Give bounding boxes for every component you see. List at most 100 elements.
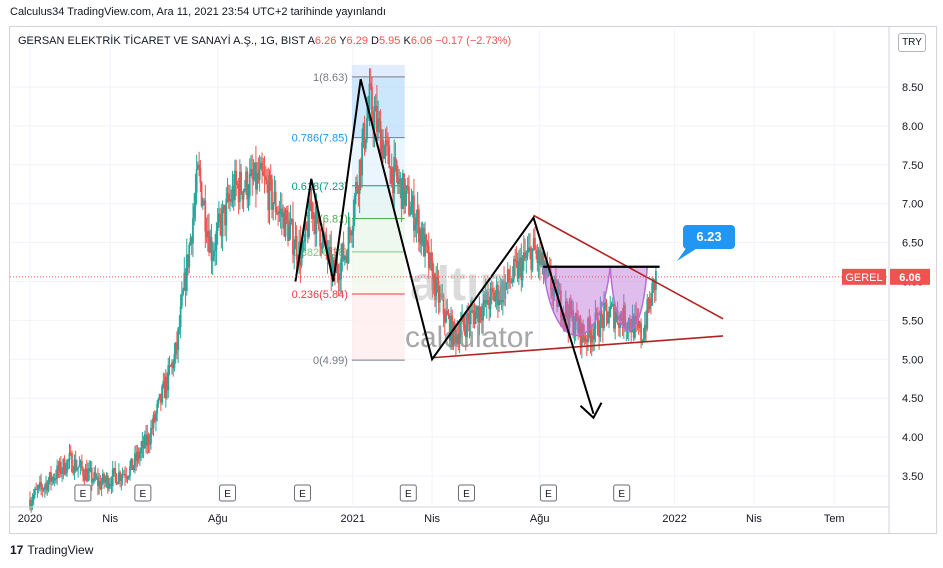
candle-body bbox=[490, 288, 493, 290]
candle-body bbox=[552, 287, 555, 296]
candle-body bbox=[373, 111, 376, 130]
candle-body bbox=[525, 256, 528, 258]
candle-body bbox=[447, 314, 450, 317]
candle-body bbox=[406, 185, 409, 188]
candle-body bbox=[93, 472, 96, 481]
candle-body bbox=[567, 315, 570, 328]
candle-body bbox=[409, 214, 412, 216]
candle-body bbox=[641, 340, 644, 342]
time-tick-label: Nis bbox=[746, 513, 762, 525]
candle-body bbox=[531, 248, 534, 270]
candle-body bbox=[214, 249, 217, 251]
candle-body bbox=[43, 486, 46, 490]
fib-zone bbox=[351, 185, 405, 219]
candle-body bbox=[30, 503, 33, 509]
candle-body bbox=[536, 253, 539, 263]
candle-body bbox=[320, 246, 323, 250]
candle-body bbox=[338, 278, 341, 281]
candle-body bbox=[77, 467, 80, 469]
candle-body bbox=[78, 465, 81, 468]
candle-body bbox=[238, 171, 241, 202]
candle-body bbox=[590, 335, 593, 343]
candle-body bbox=[635, 315, 638, 319]
candle-body bbox=[564, 301, 567, 317]
candle-body bbox=[620, 313, 623, 320]
candle-body bbox=[188, 244, 191, 268]
candle-body bbox=[513, 259, 515, 279]
candle-body bbox=[295, 235, 298, 260]
candle-body bbox=[179, 306, 182, 328]
candle-body bbox=[624, 305, 626, 329]
candle-body bbox=[572, 310, 575, 335]
candle-body bbox=[511, 278, 514, 283]
candle-body bbox=[34, 488, 36, 495]
candle-body bbox=[63, 459, 66, 474]
time-tick-label: Ağu bbox=[530, 513, 550, 525]
candle-body bbox=[126, 477, 129, 479]
candle-body bbox=[211, 256, 214, 261]
candle-body bbox=[196, 164, 199, 169]
candle-body bbox=[225, 198, 228, 226]
candle-body bbox=[601, 315, 604, 329]
candle-body bbox=[561, 317, 563, 321]
earnings-marker-label: E bbox=[80, 489, 87, 500]
candle-body bbox=[98, 480, 101, 486]
candle-body bbox=[498, 299, 501, 306]
candle-body bbox=[336, 262, 339, 274]
candle-body bbox=[180, 294, 183, 307]
candle-body bbox=[369, 83, 372, 87]
candle-body bbox=[120, 478, 123, 481]
candle-body bbox=[176, 342, 178, 350]
candle-body bbox=[541, 252, 544, 262]
candle-body bbox=[571, 310, 573, 316]
candle-body bbox=[132, 465, 135, 471]
candle-body bbox=[503, 280, 505, 299]
candle-body bbox=[241, 192, 244, 200]
chart-pane[interactable] bbox=[9, 26, 937, 534]
candle-body bbox=[53, 478, 56, 481]
candle-body bbox=[80, 461, 83, 469]
candle-body bbox=[488, 304, 491, 310]
candle-body bbox=[187, 254, 189, 268]
currency-button[interactable]: TRY bbox=[898, 33, 926, 52]
candle-body bbox=[140, 447, 143, 454]
candle-body bbox=[377, 118, 380, 133]
candle-body bbox=[327, 247, 330, 259]
candle-body bbox=[534, 237, 536, 250]
candle-body bbox=[542, 252, 545, 275]
candle-body bbox=[598, 334, 601, 338]
candle-body bbox=[215, 231, 218, 250]
candle-body bbox=[201, 204, 204, 206]
candle-body bbox=[222, 205, 225, 210]
candle-body bbox=[143, 434, 146, 449]
time-tick-label: Ağu bbox=[208, 513, 228, 525]
candle-body bbox=[138, 453, 141, 459]
candle-body bbox=[256, 172, 259, 190]
fib-level-label: 0.786(7.85) bbox=[292, 133, 348, 145]
candle-body bbox=[61, 471, 63, 474]
candle-body bbox=[582, 323, 584, 337]
candle-body bbox=[596, 313, 599, 335]
candle-body bbox=[505, 282, 508, 284]
candle-body bbox=[380, 139, 383, 158]
candle-body bbox=[504, 282, 507, 299]
candle-body bbox=[588, 318, 591, 330]
candles bbox=[29, 68, 657, 513]
earnings-marker-box bbox=[540, 484, 558, 502]
candle-body bbox=[410, 206, 413, 215]
candle-body bbox=[414, 224, 417, 231]
candle-body bbox=[362, 123, 365, 143]
candle-body bbox=[337, 273, 340, 281]
candle-body bbox=[650, 298, 652, 306]
candle-body bbox=[101, 473, 104, 483]
candle-body bbox=[655, 270, 657, 290]
candle-body bbox=[492, 289, 494, 293]
candle-body bbox=[429, 252, 431, 268]
cup-shape bbox=[542, 265, 612, 337]
fib-level-label: 0.618(7.23) bbox=[292, 181, 348, 193]
candle-body bbox=[141, 440, 144, 448]
candle-body bbox=[477, 306, 480, 323]
candle-body bbox=[435, 276, 438, 301]
